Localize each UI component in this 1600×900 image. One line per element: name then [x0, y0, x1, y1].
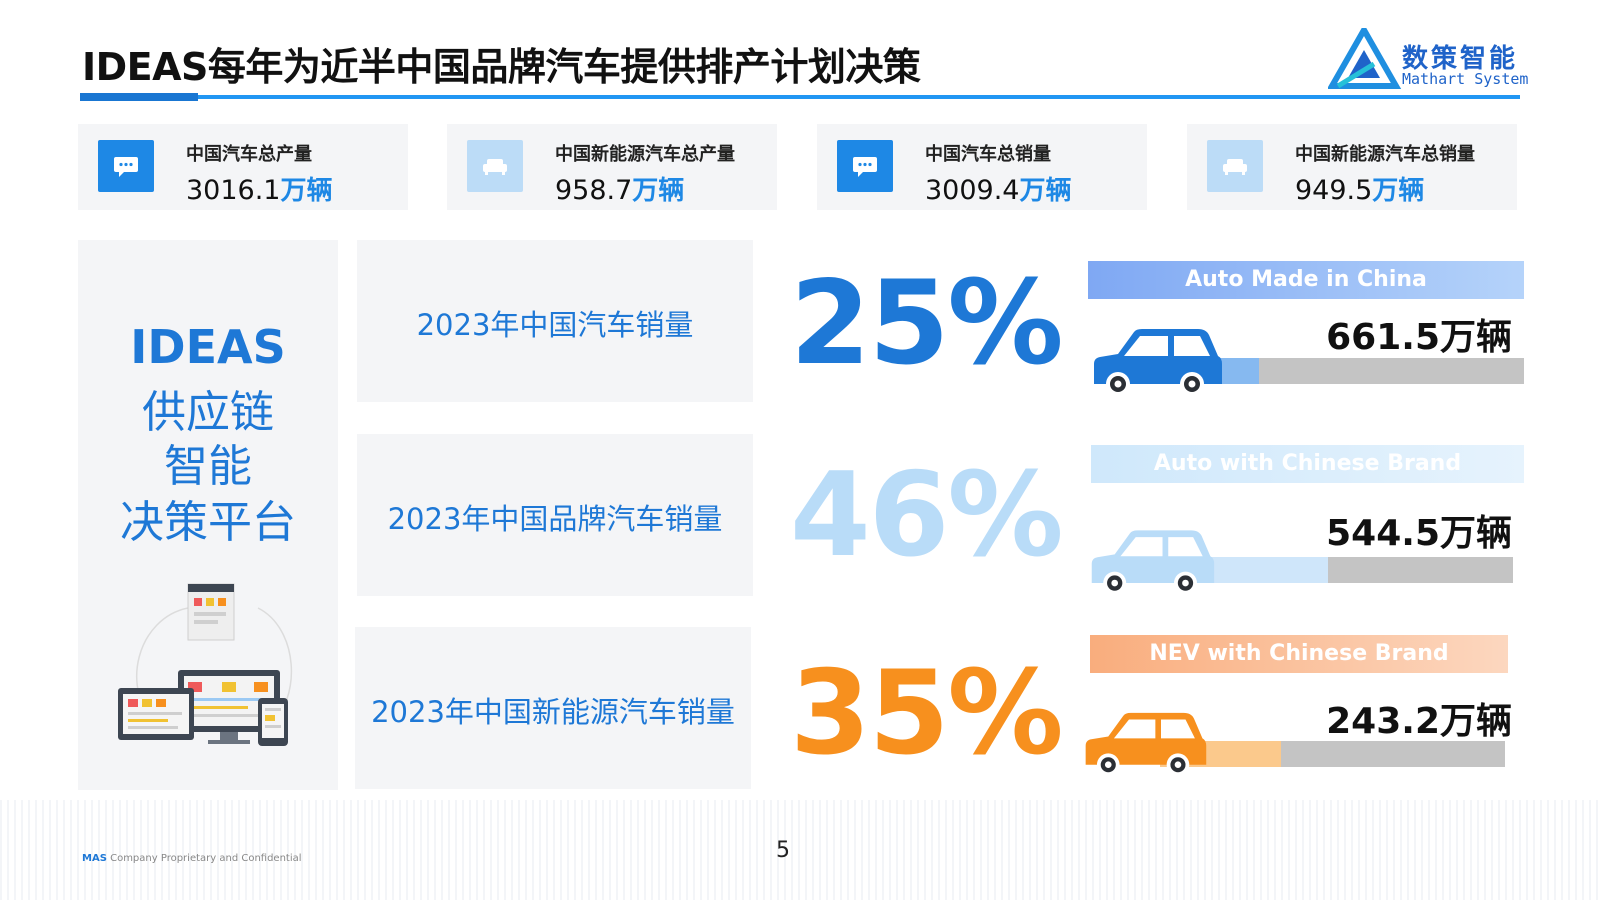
- stat-value: 3016.1万辆: [186, 175, 333, 206]
- category-banner: Auto with Chinese Brand: [1091, 445, 1524, 483]
- sales-amount: 243.2万辆: [1326, 701, 1512, 742]
- category-banner: Auto Made in China: [1088, 261, 1524, 299]
- sales-category-box: 2023年中国汽车销量: [357, 240, 753, 402]
- car-icon: [1091, 530, 1215, 595]
- stat-value: 958.7万辆: [555, 175, 685, 206]
- platform-panel: IDEAS 供应链 智能 决策平台: [78, 240, 338, 790]
- sales-category-label: 2023年中国新能源汽车销量: [371, 695, 735, 729]
- share-percentage: 35%: [790, 646, 1064, 781]
- car-icon: [1094, 329, 1222, 396]
- platform-name: IDEAS: [130, 320, 286, 374]
- stat-label: 中国新能源汽车总销量: [1295, 144, 1475, 165]
- category-banner: NEV with Chinese Brand: [1090, 635, 1508, 673]
- platform-line: 供应链: [142, 387, 274, 438]
- sales-category-box: 2023年中国新能源汽车销量: [355, 627, 751, 789]
- chat-icon: [837, 140, 893, 192]
- share-percentage: 25%: [790, 256, 1064, 391]
- footer-pattern: [0, 800, 1600, 900]
- share-bar: [1170, 557, 1513, 583]
- sales-amount: 544.5万辆: [1326, 513, 1512, 554]
- sales-category-box: 2023年中国品牌汽车销量: [357, 434, 753, 596]
- car-icon: [1085, 712, 1207, 777]
- logo-mark-icon: [1328, 28, 1402, 89]
- stat-label: 中国汽车总产量: [186, 144, 312, 165]
- chat-icon: [98, 140, 154, 192]
- sales-amount: 661.5万辆: [1326, 317, 1512, 358]
- logo-name-cn: 数策智能: [1402, 44, 1519, 74]
- title-underline-accent: [80, 93, 198, 101]
- platform-line: 决策平台: [120, 497, 296, 548]
- share-bar: [1160, 741, 1505, 767]
- sales-category-label: 2023年中国汽车销量: [416, 308, 694, 342]
- stat-value: 949.5万辆: [1295, 175, 1425, 206]
- sofa-icon: [1207, 140, 1263, 192]
- stat-value: 3009.4万辆: [925, 175, 1072, 206]
- stat-card-total-production: 中国汽车总产量 3016.1万辆: [78, 124, 408, 210]
- title-underline: [80, 95, 1520, 99]
- platform-line: 智能: [164, 441, 252, 492]
- sofa-icon: [467, 140, 523, 192]
- page-number: 5: [776, 838, 790, 863]
- sales-category-label: 2023年中国品牌汽车销量: [387, 502, 723, 536]
- stat-card-total-sales: 中国汽车总销量 3009.4万辆: [817, 124, 1147, 210]
- logo-name-en: Mathart System: [1402, 70, 1529, 88]
- stat-label: 中国新能源汽车总产量: [555, 144, 735, 165]
- stat-card-nev-sales: 中国新能源汽车总销量 949.5万辆: [1187, 124, 1517, 210]
- share-percentage: 46%: [790, 448, 1064, 583]
- devices-illustration-icon: [118, 583, 293, 746]
- stat-card-nev-production: 中国新能源汽车总产量 958.7万辆: [447, 124, 777, 210]
- page-title: IDEAS每年为近半中国品牌汽车提供排产计划决策: [82, 45, 921, 89]
- footer-confidential: MAS Company Proprietary and Confidential: [82, 853, 302, 864]
- stat-label: 中国汽车总销量: [925, 144, 1051, 165]
